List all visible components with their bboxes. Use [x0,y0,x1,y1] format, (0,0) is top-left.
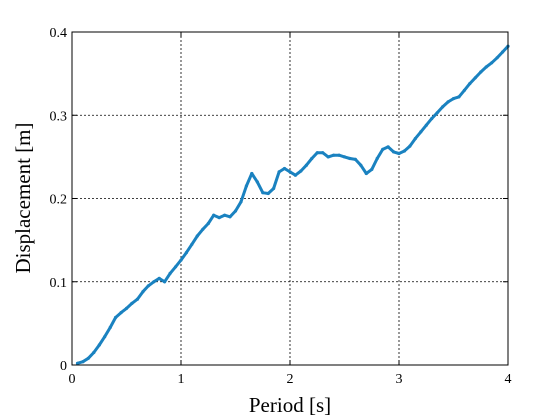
x-tick-labels: 0 1 2 3 4 [69,372,512,387]
data-point [430,117,434,121]
data-point [195,234,199,238]
data-point [261,191,265,195]
data-point [392,150,396,154]
data-point [321,151,325,155]
data-point [239,200,243,204]
data-point [364,171,368,176]
data-point [293,173,297,177]
y-tick-label: 0.4 [50,26,68,41]
x-tick-label: 3 [396,372,403,387]
data-point [451,97,456,101]
data-point [397,151,401,156]
data-point [326,155,330,159]
data-point [381,147,385,151]
x-tick-label: 1 [178,372,185,387]
y-tick-label: 0.1 [50,276,68,291]
data-point [495,56,499,60]
series-layer [75,44,510,365]
y-tick-label: 0.3 [50,109,68,124]
data-point [375,156,379,161]
data-point [304,163,308,167]
data-point [168,271,172,275]
data-point [201,227,205,231]
data-point [206,221,210,226]
data-point [359,163,363,167]
data-point [124,306,129,310]
data-point [332,153,336,157]
data-point [233,209,238,213]
data-point [184,251,188,255]
x-axis-title: Period [s] [249,393,331,417]
axis-ticks [71,31,509,366]
grid-lines [72,32,508,365]
data-point [250,171,254,176]
data-point [446,100,450,104]
y-tick-label: 0.2 [50,193,68,208]
data-point [255,180,259,184]
data-point [146,284,150,288]
data-point [157,276,161,280]
y-tick-labels: 0 0.1 0.2 0.3 0.4 [50,26,68,374]
data-point [419,130,423,134]
data-point [277,170,281,174]
data-point [408,144,412,148]
x-tick-label: 0 [69,372,76,387]
data-point [75,361,80,365]
x-tick-label: 2 [287,372,294,387]
data-point [435,111,439,115]
x-tick-label: 4 [505,372,512,387]
data-point [462,88,466,92]
data-point [244,184,248,188]
data-point [223,213,227,217]
data-point [342,155,347,159]
data-point [299,169,303,173]
data-point [190,242,194,246]
data-point [457,95,461,99]
data-point [135,297,139,301]
data-point [348,156,352,161]
data-point [337,153,341,157]
data-point [370,167,374,171]
data-point [353,157,357,161]
data-point [272,186,276,191]
data-point [163,280,167,284]
data-point [315,151,319,155]
data-point [490,61,494,65]
data-point [217,216,221,220]
data-point [282,166,287,171]
data-point [152,280,156,284]
data-point [119,311,123,315]
data-point [413,137,417,141]
data-point [468,82,472,86]
data-point [212,213,216,217]
data-point [473,76,477,80]
y-axis-title: Displacement [m] [11,122,35,273]
data-point [141,290,145,294]
y-tick-label: 0 [60,359,67,374]
data-point [228,215,232,219]
data-point [97,343,101,347]
data-point [108,325,112,330]
data-point [130,301,134,305]
data-point [179,258,183,262]
data-point [174,265,178,269]
data-point [441,105,445,109]
data-point [86,356,90,360]
data-point [310,156,314,161]
data-point [386,145,390,149]
data-point [288,170,292,174]
data-point [81,360,85,364]
data-point [501,50,505,54]
data-point [114,315,118,320]
data-point [402,149,406,153]
data-point [92,350,96,355]
data-point [484,65,488,69]
data-point [266,191,270,196]
data-point [424,123,428,127]
data-point [103,335,107,339]
data-point [479,70,483,74]
